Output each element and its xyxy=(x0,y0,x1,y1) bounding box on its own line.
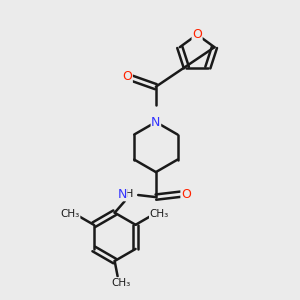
Text: CH₃: CH₃ xyxy=(111,278,130,288)
Text: H: H xyxy=(125,189,134,199)
Text: O: O xyxy=(181,188,191,201)
Text: CH₃: CH₃ xyxy=(149,209,169,220)
Text: O: O xyxy=(122,70,132,83)
Text: O: O xyxy=(192,28,202,41)
Text: N: N xyxy=(151,116,160,128)
Text: CH₃: CH₃ xyxy=(61,209,80,220)
Text: N: N xyxy=(117,188,127,201)
